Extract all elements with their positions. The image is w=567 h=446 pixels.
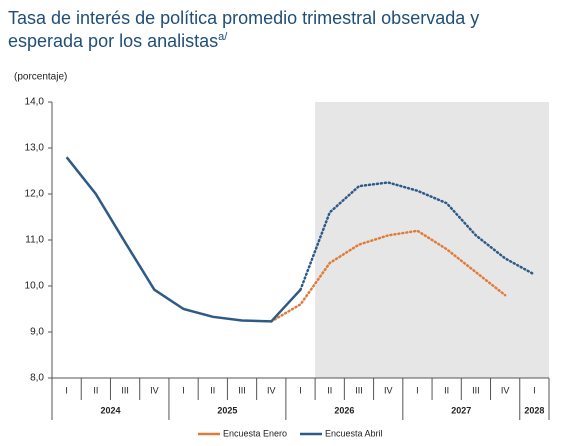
line <box>270 229 507 323</box>
x-tick-label: III <box>238 385 246 395</box>
y-tick-label: 13,0 <box>25 143 45 154</box>
x-tick-label: I <box>65 385 68 395</box>
x-tick-label: IV <box>384 385 393 395</box>
line <box>65 156 302 323</box>
year-label: 2024 <box>100 405 120 415</box>
year-label: 2027 <box>451 405 471 415</box>
legend-label: Encuesta Abril <box>325 428 383 438</box>
year-label: 2028 <box>524 405 544 415</box>
title-line: esperada por los analistas <box>8 31 218 51</box>
x-tick-label: I <box>533 385 536 395</box>
year-label: 2025 <box>217 405 237 415</box>
x-tick-label: IV <box>501 385 510 395</box>
line <box>299 181 536 291</box>
x-tick-label: II <box>444 385 449 395</box>
x-tick-label: II <box>93 385 98 395</box>
x-tick-label: I <box>416 385 419 395</box>
x-tick-label: IV <box>267 385 276 395</box>
x-tick-label: III <box>121 385 129 395</box>
legend-label: Encuesta Enero <box>223 428 287 438</box>
x-tick-label: III <box>472 385 480 395</box>
year-label: 2026 <box>334 405 354 415</box>
y-tick-label: 11,0 <box>25 235 44 246</box>
x-tick-label: II <box>210 385 215 395</box>
y-tick-label: 9,0 <box>30 327 44 338</box>
x-tick-label: II <box>327 385 332 395</box>
y-axis-label: (porcentaje) <box>14 72 67 83</box>
x-tick-label: I <box>182 385 185 395</box>
y-tick-label: 8,0 <box>30 373 44 384</box>
x-tick-label: III <box>355 385 363 395</box>
chart-title: Tasa de interés de política promedio tri… <box>8 8 479 28</box>
y-tick-label: 10,0 <box>25 281 45 292</box>
x-tick-label: I <box>299 385 302 395</box>
title-note: a/ <box>218 31 228 43</box>
y-tick-label: 14,0 <box>25 97 45 108</box>
x-tick-label: IV <box>150 385 159 395</box>
y-tick-label: 12,0 <box>25 189 45 200</box>
chart-title: esperada por los analistasa/ <box>8 31 228 51</box>
